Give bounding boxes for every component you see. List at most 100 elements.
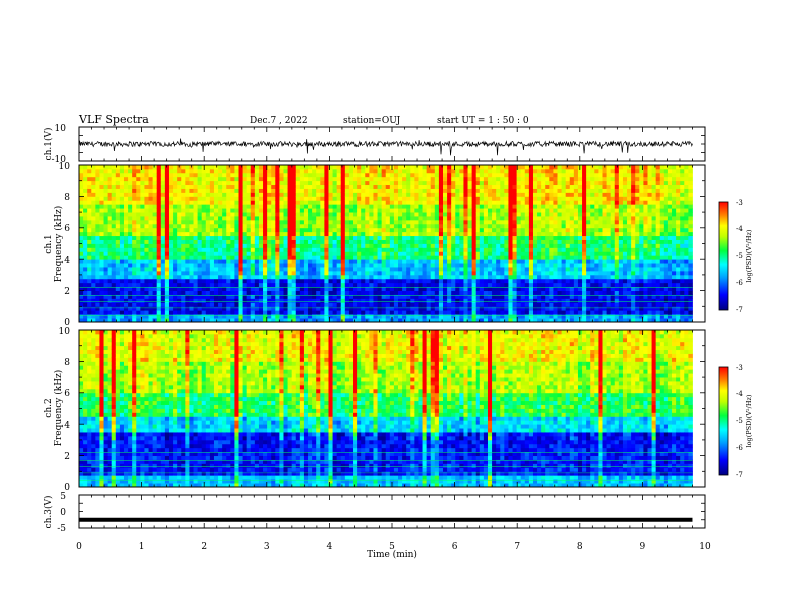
spectrogram-cell — [410, 267, 415, 272]
spectrogram-cell — [373, 231, 378, 237]
spectrogram-cell — [459, 200, 464, 205]
spectrogram-cell — [561, 294, 567, 299]
spectrogram-cell — [234, 298, 239, 303]
spectrogram-cell — [136, 196, 141, 201]
spectrogram-cell — [83, 274, 88, 280]
spectrogram-cell — [565, 255, 571, 260]
spectrogram-cell — [267, 255, 272, 260]
spectrogram-cell — [377, 274, 383, 280]
spectrogram-cell — [83, 180, 88, 186]
spectrogram-cell — [336, 251, 342, 256]
spectrogram-cell — [340, 172, 346, 178]
spectrogram-cell — [111, 290, 117, 295]
spectrogram-cell — [414, 282, 419, 288]
spectrogram-cell — [287, 192, 293, 197]
spectrogram-cell — [132, 306, 137, 311]
spectrogram-cell — [418, 192, 423, 197]
spectrogram-cell — [242, 259, 248, 264]
spectrogram-cell — [549, 286, 554, 292]
spectrogram-cell — [140, 212, 145, 217]
spectrogram-cell — [377, 255, 383, 260]
spectrogram-cell — [308, 235, 313, 240]
spectrogram-cell — [173, 274, 178, 280]
spectrogram-cell — [230, 267, 235, 272]
spectrogram-cell — [332, 267, 338, 272]
spectrogram-cell — [230, 314, 235, 319]
spectrogram-cell — [389, 278, 395, 284]
spectrogram-cell — [181, 172, 186, 178]
spectrogram-cell — [549, 267, 554, 272]
spectrogram-cell — [402, 251, 407, 256]
spectrogram-cell — [389, 223, 395, 229]
spectrogram-cell — [553, 286, 558, 292]
spectrogram-cell — [238, 172, 243, 178]
spectrogram-cell — [467, 306, 473, 311]
spectrogram-cell — [430, 196, 436, 201]
spectrogram-cell — [91, 251, 96, 256]
spectrogram-cell — [209, 176, 215, 182]
spectrogram-cell — [541, 168, 546, 174]
spectrogram-cell — [340, 212, 346, 217]
spectrogram-cell — [299, 223, 305, 229]
spectrogram-cell — [189, 204, 194, 209]
spectrogram-cell — [430, 172, 436, 178]
spectrogram-cell — [140, 267, 145, 272]
spectrogram-cell — [573, 255, 579, 260]
spectrogram-cell — [295, 204, 301, 209]
spectrogram-cell — [545, 184, 550, 189]
spectrogram-cell — [385, 176, 391, 182]
spectrogram-cell — [459, 180, 464, 186]
spectrogram-cell — [467, 278, 473, 284]
spectrogram-cell — [353, 208, 358, 213]
spectrogram-cell — [512, 270, 518, 276]
spectrogram-cell — [242, 270, 248, 276]
spectrogram-cell — [119, 306, 125, 311]
spectrogram-cell — [532, 270, 538, 276]
spectrogram-cell — [197, 267, 203, 272]
spectrogram-cell — [250, 243, 256, 248]
spectrogram-cell — [111, 165, 117, 170]
spectrogram-cell — [320, 302, 325, 307]
spectrogram-cell — [463, 302, 468, 307]
spectrogram-cell — [336, 172, 342, 178]
spectrogram-cell — [189, 176, 194, 182]
spectrogram-cell — [115, 306, 121, 311]
spectrogram-cell — [103, 302, 109, 307]
spectrogram-cell — [422, 243, 428, 248]
spectrogram-cell — [541, 231, 546, 237]
spectrogram-cell — [524, 172, 530, 178]
spectrogram-cell — [250, 255, 256, 260]
spectrogram-cell — [365, 270, 370, 276]
spectrogram-cell — [545, 255, 550, 260]
spectrogram-cell — [389, 282, 395, 288]
spectrogram-cell — [87, 188, 92, 193]
spectrogram-cell — [479, 247, 485, 252]
spectrogram-cell — [136, 278, 141, 284]
spectrogram-cell — [463, 290, 468, 295]
spectrogram-cell — [254, 172, 260, 178]
spectrogram-cell — [430, 298, 436, 303]
spectrogram-cell — [328, 200, 333, 205]
spectrogram-cell — [83, 286, 88, 292]
spectrogram-cell — [328, 168, 333, 174]
spectrogram-cell — [377, 180, 383, 186]
spectrogram-cell — [128, 216, 133, 221]
spectrogram-cell — [197, 259, 203, 264]
spectrogram-cell — [467, 239, 473, 244]
spectrogram-cell — [410, 263, 415, 268]
spectrogram-cell — [140, 263, 145, 268]
spectrogram-cell — [156, 298, 162, 303]
spectrogram-cell — [107, 243, 113, 248]
spectrogram-cell — [168, 200, 174, 205]
spectrogram-cell — [258, 259, 264, 264]
spectrogram-cell — [475, 306, 481, 311]
spectrogram-cell — [185, 219, 190, 225]
spectrogram-cell — [222, 176, 227, 182]
spectrogram-cell — [475, 219, 481, 225]
spectrogram-cell — [447, 302, 452, 307]
spectrogram-cell — [332, 223, 338, 229]
spectrogram-cell — [357, 267, 362, 272]
spectrogram-cell — [487, 263, 493, 268]
spectrogram-cell — [561, 176, 567, 182]
spectrogram-cell — [324, 247, 329, 252]
